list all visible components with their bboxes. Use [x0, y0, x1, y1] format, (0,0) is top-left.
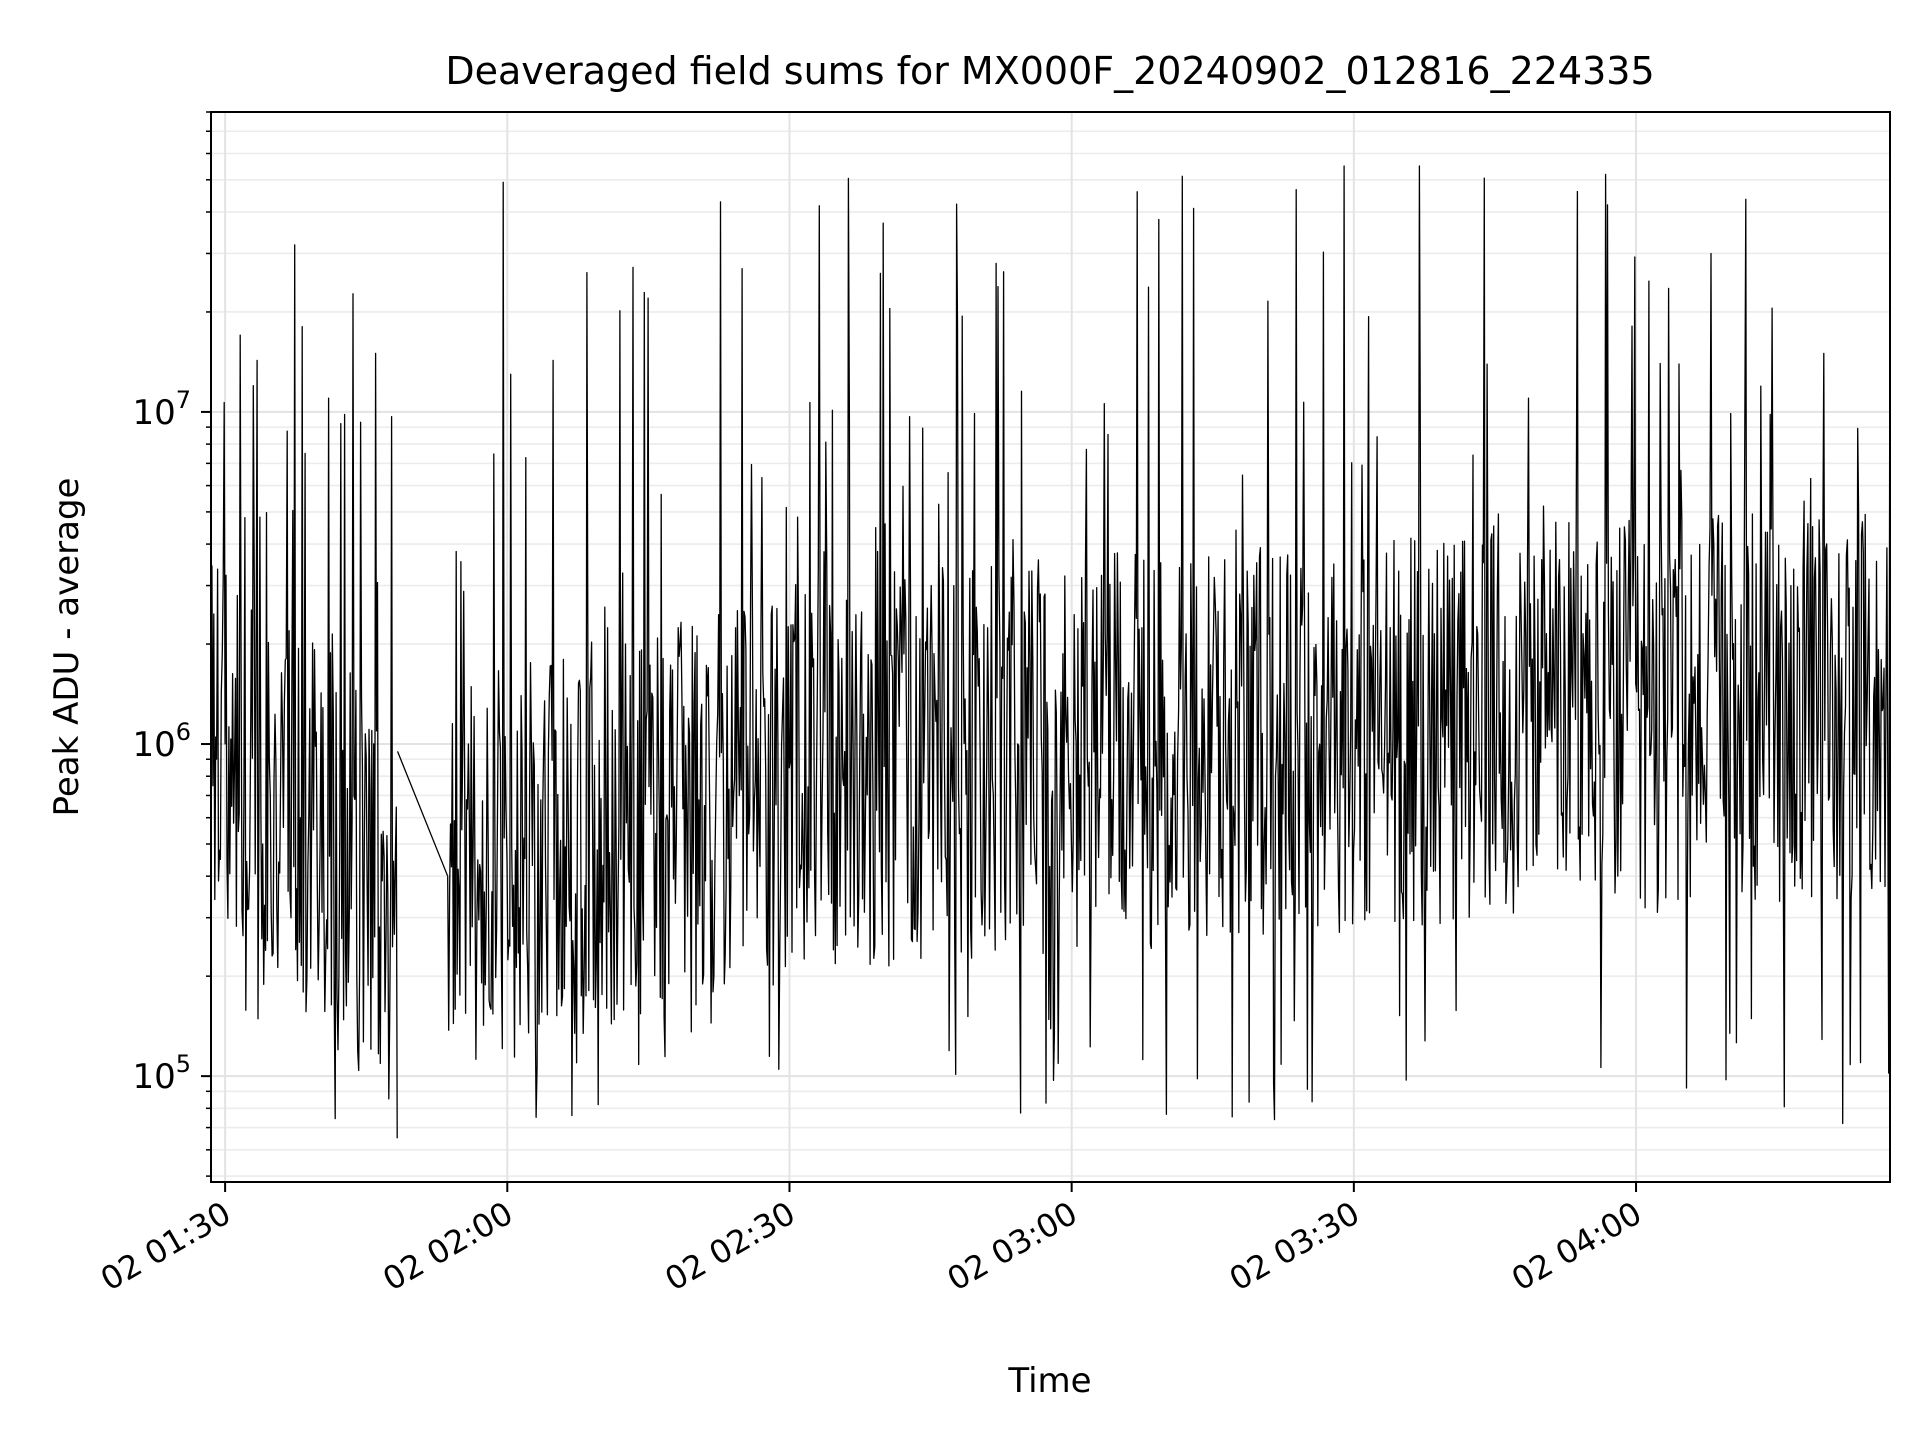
series-line-segment-1 — [447, 165, 1891, 1125]
y-axis-ticks: 105 106 107 — [132, 111, 211, 1177]
y-axis-label: Peak ADU - average — [47, 478, 87, 817]
series-line-segment-0 — [210, 244, 398, 1139]
grid — [211, 111, 1890, 1182]
plot-frame — [210, 111, 1891, 1183]
y-tick-label: 105 — [132, 1050, 191, 1097]
x-axis-label: Time — [1007, 1361, 1091, 1401]
series-line-group — [210, 165, 1891, 1139]
series-gap-connector — [396, 751, 449, 877]
y-tick-label: 107 — [132, 386, 191, 433]
y-tick-label: 106 — [132, 718, 191, 765]
chart-title: Deaveraged field sums for MX000F_2024090… — [445, 49, 1654, 93]
